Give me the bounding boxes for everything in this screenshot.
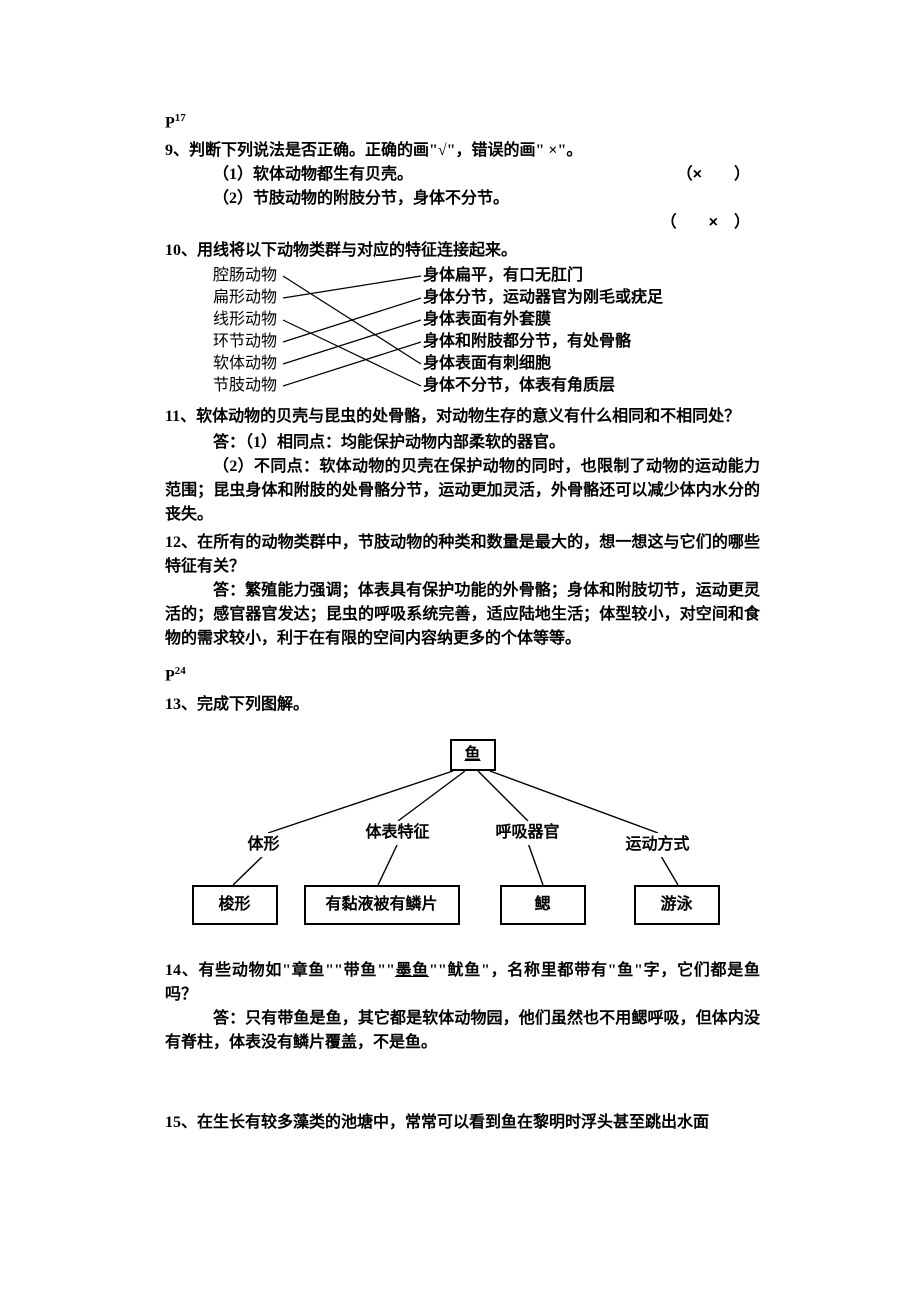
q13-diagram: 鱼 体形 体表特征 呼吸器官 运动方式 梭形 有黏液被有鳞片 鳃 游泳 [178,735,748,935]
q10-left-item: 腔肠动物 [213,265,277,287]
q10-left-item: 软体动物 [213,353,277,375]
q9-item-1-paren: （× ） [677,163,760,187]
q14-ans: 答：只有带鱼是鱼，其它都是软体动物园，他们虽然也不用鳃呼吸，但体内没有脊柱，体表… [165,1007,760,1055]
q9-item-2-paren: （ × ） [661,214,760,231]
q11-ans1: 答：（1）相同点：均能保护动物内部柔软的器官。 [165,431,760,455]
q13-leaf-4: 游泳 [634,885,720,925]
q13-mid-4: 运动方式 [624,833,692,857]
q11-head: 11、软体动物的贝壳与昆虫的处骨骼，对动物生存的意义有什么相同和不相同处？ [165,405,760,429]
q13-root-box: 鱼 [450,739,496,771]
q13-mid-2: 体表特征 [364,821,432,845]
q13-root-label: 鱼 [464,743,480,767]
q10-left-item: 节肢动物 [213,375,277,397]
q10-right-item: 身体不分节，体表有角质层 [423,375,663,397]
q9-item-1-mark: × [693,166,702,183]
q10-match: 腔肠动物扁形动物线形动物环节动物软体动物节肢动物 身体扁平，有口无肛门身体分节，… [165,265,760,401]
q10-right-col: 身体扁平，有口无肛门身体分节，运动器官为刚毛或疣足身体表面有外套膜身体和附肢都分… [423,265,663,397]
page-ref-2-sup: 24 [175,665,186,677]
page-ref-1: P17 [165,110,760,135]
q9-item-2-paren-row: （ × ） [165,211,760,235]
q13-head: 13、完成下列图解。 [165,693,760,717]
page-ref-2-p: P [165,668,175,685]
q10-right-item: 身体表面有刺细胞 [423,353,663,375]
q10-left-col: 腔肠动物扁形动物线形动物环节动物软体动物节肢动物 [213,265,277,397]
q13-leaf-3: 鳃 [500,885,586,925]
q13-mid-1: 体形 [246,833,282,857]
page-ref-1-p: P [165,114,175,131]
page-ref-2: P24 [165,663,760,688]
q9-item-1: （1）软体动物都生有贝壳。 （× ） [165,163,760,187]
q12-head: 12、在所有的动物类群中，节肢动物的种类和数量是最大的，想一想这与它们的哪些特征… [165,531,760,579]
q13-mid-3: 呼吸器官 [494,821,562,845]
q9-item-1-text: （1）软体动物都生有贝壳。 [165,163,413,187]
q10-right-item: 身体表面有外套膜 [423,309,663,331]
q11-ans2: （2）不同点：软体动物的贝壳在保护动物的同时，也限制了动物的运动能力范围；昆虫身… [165,455,760,527]
q10-right-item: 身体分节，运动器官为刚毛或疣足 [423,287,663,309]
q10-head: 10、用线将以下动物类群与对应的特征连接起来。 [165,239,760,263]
q9-head: 9、判断下列说法是否正确。正确的画"√"，错误的画" ×"。 [165,139,760,163]
q9-item-2-text: （2）节肢动物的附肢分节，身体不分节。 [165,187,760,211]
q9-item-2-mark: × [709,214,718,231]
q13-leaf-1: 梭形 [192,885,278,925]
q14-head-u: 墨鱼 [395,962,429,979]
q15-head: 15、在生长有较多藻类的池塘中，常常可以看到鱼在黎明时浮头甚至跳出水面 [165,1111,760,1135]
q14-head: 14、有些动物如"章鱼""带鱼""墨鱼""鱿鱼"，名称里都带有"鱼"字，它们都是… [165,959,760,1007]
q10-left-item: 线形动物 [213,309,277,331]
q10-left-item: 扁形动物 [213,287,277,309]
q10-right-item: 身体扁平，有口无肛门 [423,265,663,287]
page-ref-1-sup: 17 [175,112,186,124]
q10-left-item: 环节动物 [213,331,277,353]
q12-ans: 答：繁殖能力强调；体表具有保护功能的外骨骼；身体和附肢切节，运动更灵活的；感官器… [165,579,760,651]
q10-right-item: 身体和附肢都分节，有处骨骼 [423,331,663,353]
q14-head-a: 14、有些动物如"章鱼""带鱼"" [165,962,395,979]
q13-leaf-2: 有黏液被有鳞片 [304,885,460,925]
q11-answer: 答：（1）相同点：均能保护动物内部柔软的器官。 （2）不同点：软体动物的贝壳在保… [165,431,760,527]
